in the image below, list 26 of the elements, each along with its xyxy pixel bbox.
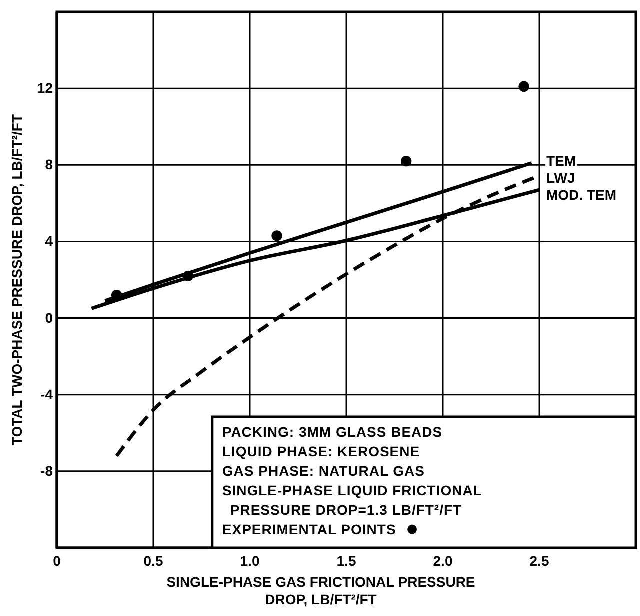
annotation: LIQUID PHASE: KEROSENE (222, 444, 420, 460)
x-tick-label: 2.5 (530, 552, 550, 569)
annotation: PRESSURE DROP=1.3 LB/FT²/FT (230, 502, 462, 518)
y-tick-label: 12 (37, 80, 54, 96)
x-tick-label: 1.5 (336, 552, 356, 569)
series-label: LWJ (546, 170, 576, 186)
y-tick-label: -8 (40, 462, 54, 479)
point (400, 156, 412, 167)
series-label: MOD. TEM (546, 187, 616, 204)
annotation: SINGLE-PHASE LIQUID FRICTIONAL (222, 482, 482, 498)
point (272, 230, 282, 242)
x-tick-label: 1.0 (240, 552, 260, 569)
x-tick-label: 0.5 (144, 552, 164, 569)
y-tick-label: 8 (45, 156, 54, 173)
x-tick-label: 2.0 (433, 552, 453, 569)
legend-label: EXPERIMENTAL POINTS (222, 522, 396, 538)
point (518, 81, 530, 92)
y-tick-label: 4 (45, 233, 54, 250)
annotation: PACKING: 3MM GLASS BEADS (222, 424, 443, 440)
x-axis-title: SINGLE-PHASE GAS FRICTIONAL PRESSURE DROP, LB/FT²/FT (166, 574, 476, 608)
annotation: GAS PHASE: NATURAL GAS (222, 463, 426, 479)
y-tick-label: -4 (40, 386, 54, 402)
series-label: TEM (546, 153, 576, 170)
y-tick-label: 0 (45, 310, 54, 326)
point (182, 270, 194, 282)
y-axis-title: TOTAL TWO-PHASE PRESSURE DROP, LB/FT²/FT (9, 114, 25, 446)
